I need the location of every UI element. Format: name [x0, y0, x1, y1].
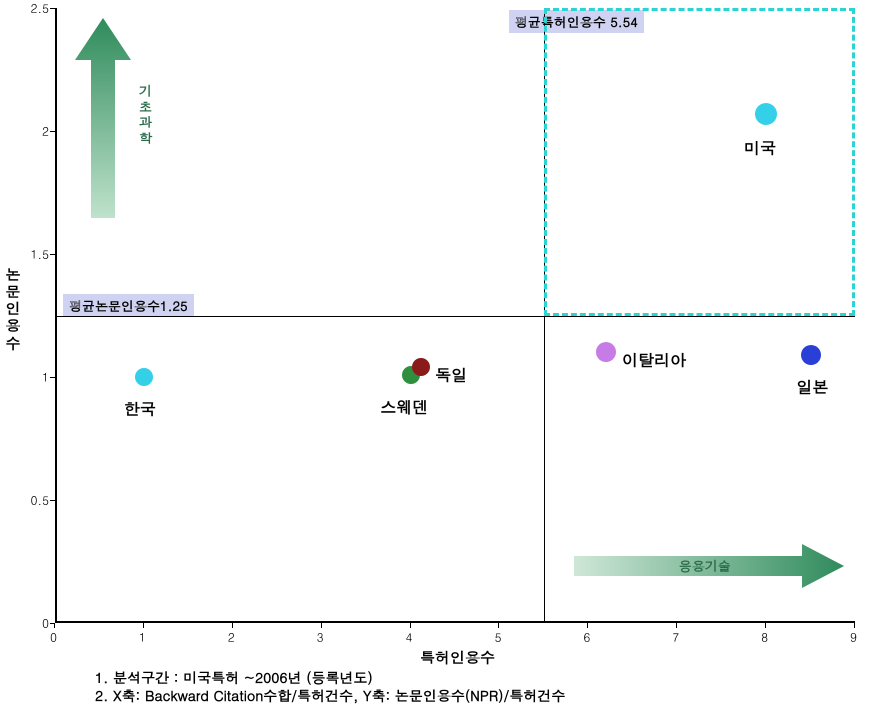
- data-point-label: 일본: [797, 375, 829, 398]
- y-tick-label: 0: [19, 615, 49, 632]
- y-tick-label: 0.5: [19, 492, 49, 509]
- avg-paper-citation-label: 평균논문인용수1.25: [63, 294, 194, 317]
- data-point: [755, 103, 777, 125]
- arrow-basic-science: [73, 18, 133, 228]
- scatter-chart: 기초과학 응용기술 논문인용수 특허인용수 평균논문인용수1.25 평균특허인용…: [0, 0, 871, 698]
- x-tick-label: 0: [50, 629, 57, 646]
- data-point-label: 스웨덴: [381, 395, 429, 418]
- x-axis-title: 특허인용수: [420, 647, 495, 668]
- y-tick-label: 2: [19, 123, 49, 140]
- data-point: [135, 368, 153, 386]
- arrow-label-basic-science: 기초과학: [139, 83, 155, 145]
- data-point-label: 이탈리아: [622, 348, 686, 371]
- data-point-label: 미국: [744, 136, 776, 159]
- x-tick-label: 1: [139, 629, 146, 646]
- y-tick-label: 1.5: [19, 246, 49, 263]
- footnote-2: 2. X축: Backward Citation수합/특허건수, Y축: 논문인…: [95, 685, 565, 705]
- x-tick-label: 9: [850, 629, 857, 646]
- x-tick-label: 4: [406, 629, 413, 646]
- data-point: [801, 345, 821, 365]
- footnote-1: 1. 분석구간 : 미국특허 ~2006년 (등록년도): [95, 667, 373, 687]
- x-tick-label: 8: [761, 629, 768, 646]
- x-tick-label: 6: [583, 629, 590, 646]
- x-tick-label: 3: [317, 629, 324, 646]
- data-point-label: 독일: [435, 363, 467, 386]
- y-ref-line: [55, 316, 855, 317]
- data-point-label: 한국: [124, 397, 156, 420]
- x-tick-label: 2: [228, 629, 235, 646]
- y-tick-label: 1: [19, 369, 49, 386]
- y-tick-label: 2.5: [19, 0, 49, 17]
- x-tick-label: 5: [494, 629, 501, 646]
- highlight-quadrant-box: [544, 8, 855, 316]
- x-tick-label: 7: [672, 629, 679, 646]
- data-point: [596, 342, 616, 362]
- arrow-label-applied-tech: 응용기술: [679, 558, 731, 574]
- data-point: [412, 358, 430, 376]
- y-axis-title: 논문인용수: [4, 266, 22, 352]
